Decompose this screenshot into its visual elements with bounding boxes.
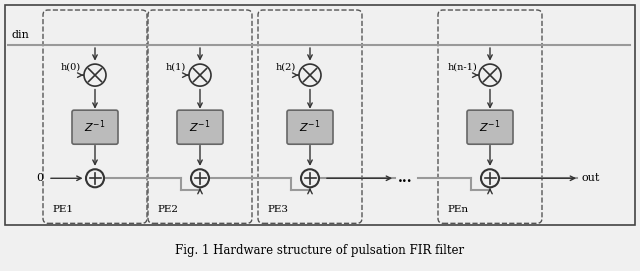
Text: Fig. 1 Hardware structure of pulsation FIR filter: Fig. 1 Hardware structure of pulsation F… [175, 244, 465, 257]
Text: $Z^{-1}$: $Z^{-1}$ [84, 119, 106, 136]
Text: h(2): h(2) [276, 62, 296, 71]
Text: ...: ... [397, 171, 412, 185]
FancyBboxPatch shape [287, 110, 333, 144]
FancyBboxPatch shape [467, 110, 513, 144]
Text: 0: 0 [36, 173, 43, 183]
Text: $Z^{-1}$: $Z^{-1}$ [300, 119, 321, 136]
Text: PE2: PE2 [157, 205, 178, 214]
Text: h(0): h(0) [61, 62, 81, 71]
Text: PEn: PEn [447, 205, 468, 214]
FancyBboxPatch shape [177, 110, 223, 144]
Text: PE1: PE1 [52, 205, 73, 214]
Text: h(n-1): h(n-1) [447, 62, 477, 71]
Text: out: out [581, 173, 600, 183]
FancyBboxPatch shape [72, 110, 118, 144]
Text: $Z^{-1}$: $Z^{-1}$ [479, 119, 500, 136]
Text: $Z^{-1}$: $Z^{-1}$ [189, 119, 211, 136]
Text: PE3: PE3 [267, 205, 288, 214]
Text: din: din [12, 30, 30, 40]
Text: h(1): h(1) [166, 62, 186, 71]
